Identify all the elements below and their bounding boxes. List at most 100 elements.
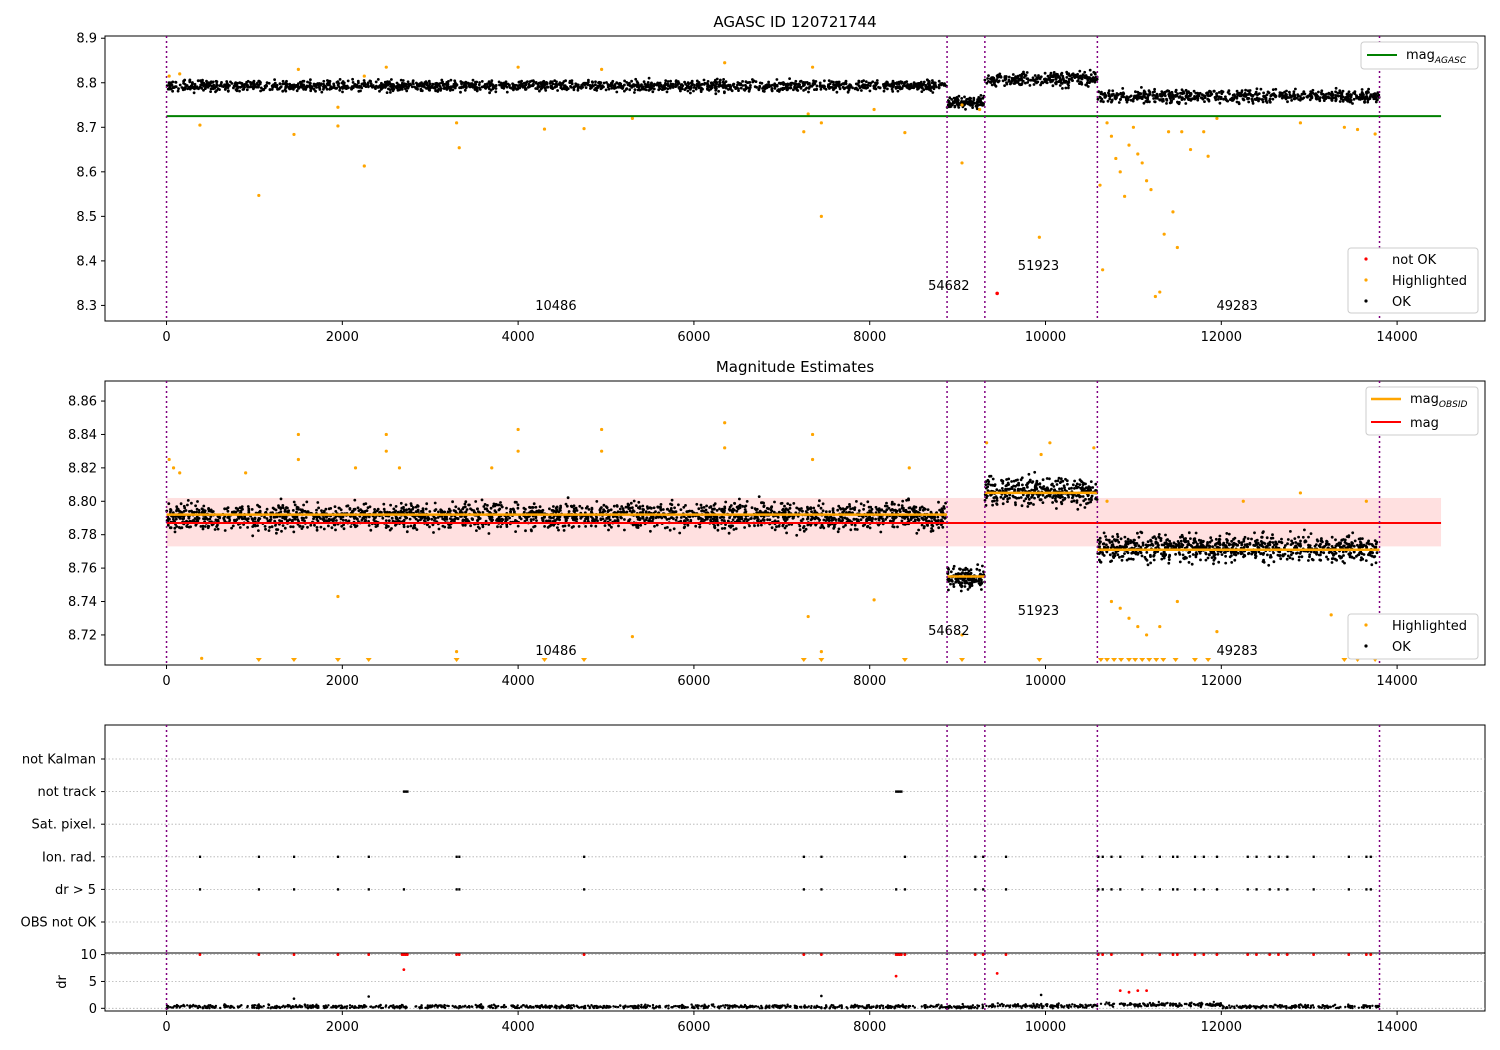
ok-point xyxy=(721,86,725,89)
ok-point xyxy=(396,518,399,521)
ok-point xyxy=(692,89,695,93)
highlighted-point xyxy=(819,214,823,218)
ok-point xyxy=(805,86,808,90)
ok-point xyxy=(384,84,388,88)
ok-point xyxy=(792,82,796,85)
ok-point xyxy=(238,81,242,85)
ok-point xyxy=(832,80,835,84)
ok-point xyxy=(541,519,545,522)
ok-point xyxy=(794,79,798,83)
highlighted-point xyxy=(960,161,964,165)
ok-point xyxy=(957,94,961,98)
highlighted-point xyxy=(630,116,634,120)
ok-point xyxy=(1058,79,1062,83)
ok-point xyxy=(882,89,886,93)
ok-point xyxy=(1134,90,1137,94)
ok-point xyxy=(837,504,841,508)
ok-point xyxy=(283,526,287,530)
ok-point xyxy=(292,83,296,87)
ok-point xyxy=(538,85,541,88)
ok-point xyxy=(544,81,548,84)
ok-point xyxy=(849,528,853,532)
ok-point xyxy=(1104,94,1107,98)
ok-point xyxy=(1020,83,1023,86)
ok-point xyxy=(802,81,805,85)
ok-point xyxy=(595,89,599,92)
ok-point xyxy=(862,86,866,90)
ok-point xyxy=(818,81,822,85)
legend-not-ok-marker xyxy=(1364,257,1368,261)
ok-point xyxy=(666,84,670,88)
ok-point xyxy=(548,82,552,85)
ok-point xyxy=(738,503,742,507)
ok-point xyxy=(243,83,247,86)
ok-point xyxy=(1320,89,1324,93)
ok-point xyxy=(304,516,308,519)
ok-point xyxy=(509,507,513,511)
ok-point xyxy=(977,96,981,99)
ok-point xyxy=(427,79,431,83)
ok-point xyxy=(627,507,631,510)
ok-point xyxy=(296,518,300,522)
ok-point xyxy=(971,106,974,109)
ok-point xyxy=(1051,84,1055,88)
ok-point xyxy=(389,503,392,507)
ok-point xyxy=(555,85,558,88)
ok-point xyxy=(420,81,423,85)
ok-point xyxy=(1052,71,1056,74)
ok-point xyxy=(1351,102,1354,105)
ok-point xyxy=(948,96,952,99)
ok-point xyxy=(925,78,929,82)
ok-point xyxy=(202,517,206,520)
ok-point xyxy=(382,502,386,506)
ok-point xyxy=(281,89,285,93)
ok-point xyxy=(1237,102,1241,106)
ok-point xyxy=(630,86,634,89)
ok-point xyxy=(562,529,566,532)
agasc-legend-mag: magAGASC xyxy=(1360,41,1479,70)
ok-point xyxy=(1257,99,1260,103)
highlighted-point xyxy=(257,193,261,198)
ok-point xyxy=(369,528,373,532)
ok-point xyxy=(1209,90,1212,93)
ok-point xyxy=(1274,87,1278,91)
ok-point xyxy=(469,524,472,528)
ok-point xyxy=(644,511,648,514)
ok-point xyxy=(1099,96,1102,100)
ok-point xyxy=(1363,101,1366,104)
ok-point xyxy=(175,507,179,511)
ok-point xyxy=(309,87,313,91)
ok-point xyxy=(845,86,849,89)
ok-point xyxy=(870,507,874,511)
ok-point xyxy=(374,80,378,84)
ok-point xyxy=(928,84,931,88)
ok-point xyxy=(1230,96,1234,100)
ok-point xyxy=(1346,99,1350,103)
ok-point xyxy=(591,519,594,523)
ok-point xyxy=(1039,83,1042,87)
highlighted-point xyxy=(1342,125,1346,129)
ok-point xyxy=(792,88,795,92)
ok-point xyxy=(827,84,830,88)
ok-point xyxy=(1158,98,1161,102)
ok-point xyxy=(252,79,256,83)
ok-point xyxy=(660,516,664,520)
ok-point xyxy=(320,90,324,94)
highlighted-point xyxy=(1149,188,1153,192)
ok-point xyxy=(861,515,865,519)
ok-point xyxy=(349,525,353,528)
ok-point xyxy=(590,84,594,88)
ok-point xyxy=(922,80,926,84)
ok-point xyxy=(594,518,598,522)
ok-point xyxy=(849,85,853,89)
ok-point xyxy=(827,524,830,528)
ok-point xyxy=(392,83,395,87)
ok-point xyxy=(821,502,825,506)
ok-point xyxy=(678,531,682,535)
ok-point xyxy=(408,510,411,514)
ok-point xyxy=(499,504,503,507)
ok-point xyxy=(516,524,520,528)
ok-point xyxy=(505,85,509,89)
ok-point xyxy=(1343,97,1347,101)
ok-point xyxy=(1169,99,1173,102)
